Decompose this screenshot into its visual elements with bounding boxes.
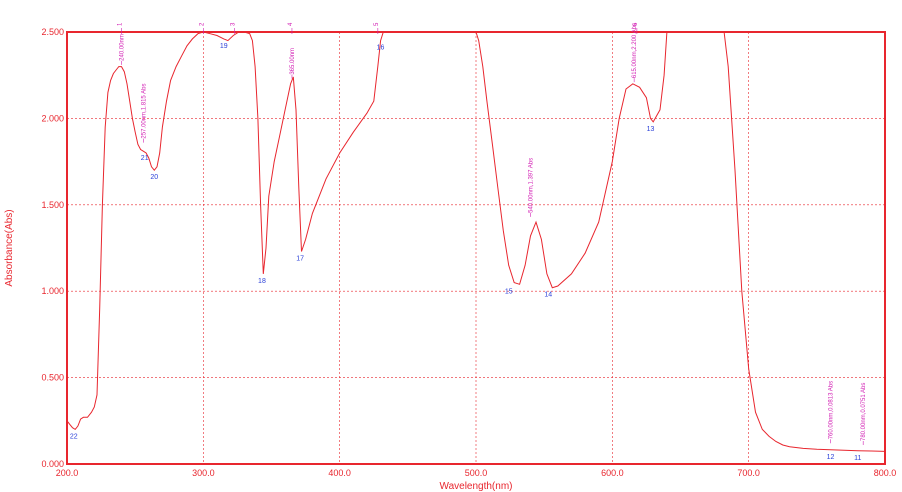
x-tick-label: 800.0 bbox=[874, 468, 897, 478]
valley-number: 22 bbox=[70, 433, 78, 440]
x-axis-label: Wavelength(nm) bbox=[440, 481, 513, 492]
y-tick-label: 0.500 bbox=[41, 373, 64, 383]
spectrum-line bbox=[66, 31, 886, 452]
valley-number: 14 bbox=[544, 292, 552, 299]
valley-number: 13 bbox=[647, 126, 655, 133]
grid-lines bbox=[67, 32, 885, 464]
valley-number: 12 bbox=[827, 454, 835, 461]
y-tick-label: 0.000 bbox=[41, 459, 64, 469]
x-tick-label: 300.0 bbox=[192, 468, 215, 478]
y-tick-label: 1.500 bbox=[41, 200, 64, 210]
y-tick-label: 1.000 bbox=[41, 286, 64, 296]
peak-number: 3 bbox=[231, 22, 237, 26]
x-tick-label: 700.0 bbox=[737, 468, 760, 478]
x-tick-label: 200.0 bbox=[56, 468, 79, 478]
peak-annotation: 240.00nm bbox=[120, 34, 126, 61]
peak-annotation: 365.00nm bbox=[290, 48, 296, 75]
peak-annotation: 615.00nm,2.200 Abs bbox=[632, 23, 638, 78]
y-axis-label: Absorbance(Abs) bbox=[4, 209, 15, 286]
x-tick-label: 600.0 bbox=[601, 468, 624, 478]
valley-number: 19 bbox=[220, 43, 228, 50]
valley-number: 11 bbox=[854, 455, 861, 462]
peak-annotation: 257.00nm,1.815 Abs bbox=[141, 84, 147, 139]
valley-number: 18 bbox=[258, 278, 266, 285]
axis-ticks: 200.0 300.0 400.0 500.0 600.0 700.0 800.0 0.000… bbox=[41, 27, 896, 478]
peak-number: 5 bbox=[374, 22, 380, 26]
peak-number: 6 bbox=[633, 22, 639, 26]
peak-number: 4 bbox=[288, 22, 294, 26]
peak-annotation: 780.00nm,0.0751 Abs bbox=[861, 383, 867, 441]
x-tick-label: 500.0 bbox=[465, 468, 488, 478]
peak-annotation: 540.00nm,1.397 Abs bbox=[529, 158, 535, 213]
valley-number: 17 bbox=[296, 255, 304, 262]
peak-number: 2 bbox=[199, 22, 205, 26]
x-tick-label: 400.0 bbox=[328, 468, 351, 478]
valley-number: 15 bbox=[505, 288, 513, 295]
y-tick-label: 2.000 bbox=[41, 113, 64, 123]
y-tick-label: 2.500 bbox=[41, 27, 64, 37]
peak-number: 1 bbox=[118, 22, 124, 26]
valley-number: 16 bbox=[377, 45, 385, 52]
peak-annotation: 760.00nm,0.0813 Abs bbox=[828, 381, 834, 439]
valley-number: 20 bbox=[150, 174, 158, 181]
valley-number: 21 bbox=[141, 155, 149, 162]
